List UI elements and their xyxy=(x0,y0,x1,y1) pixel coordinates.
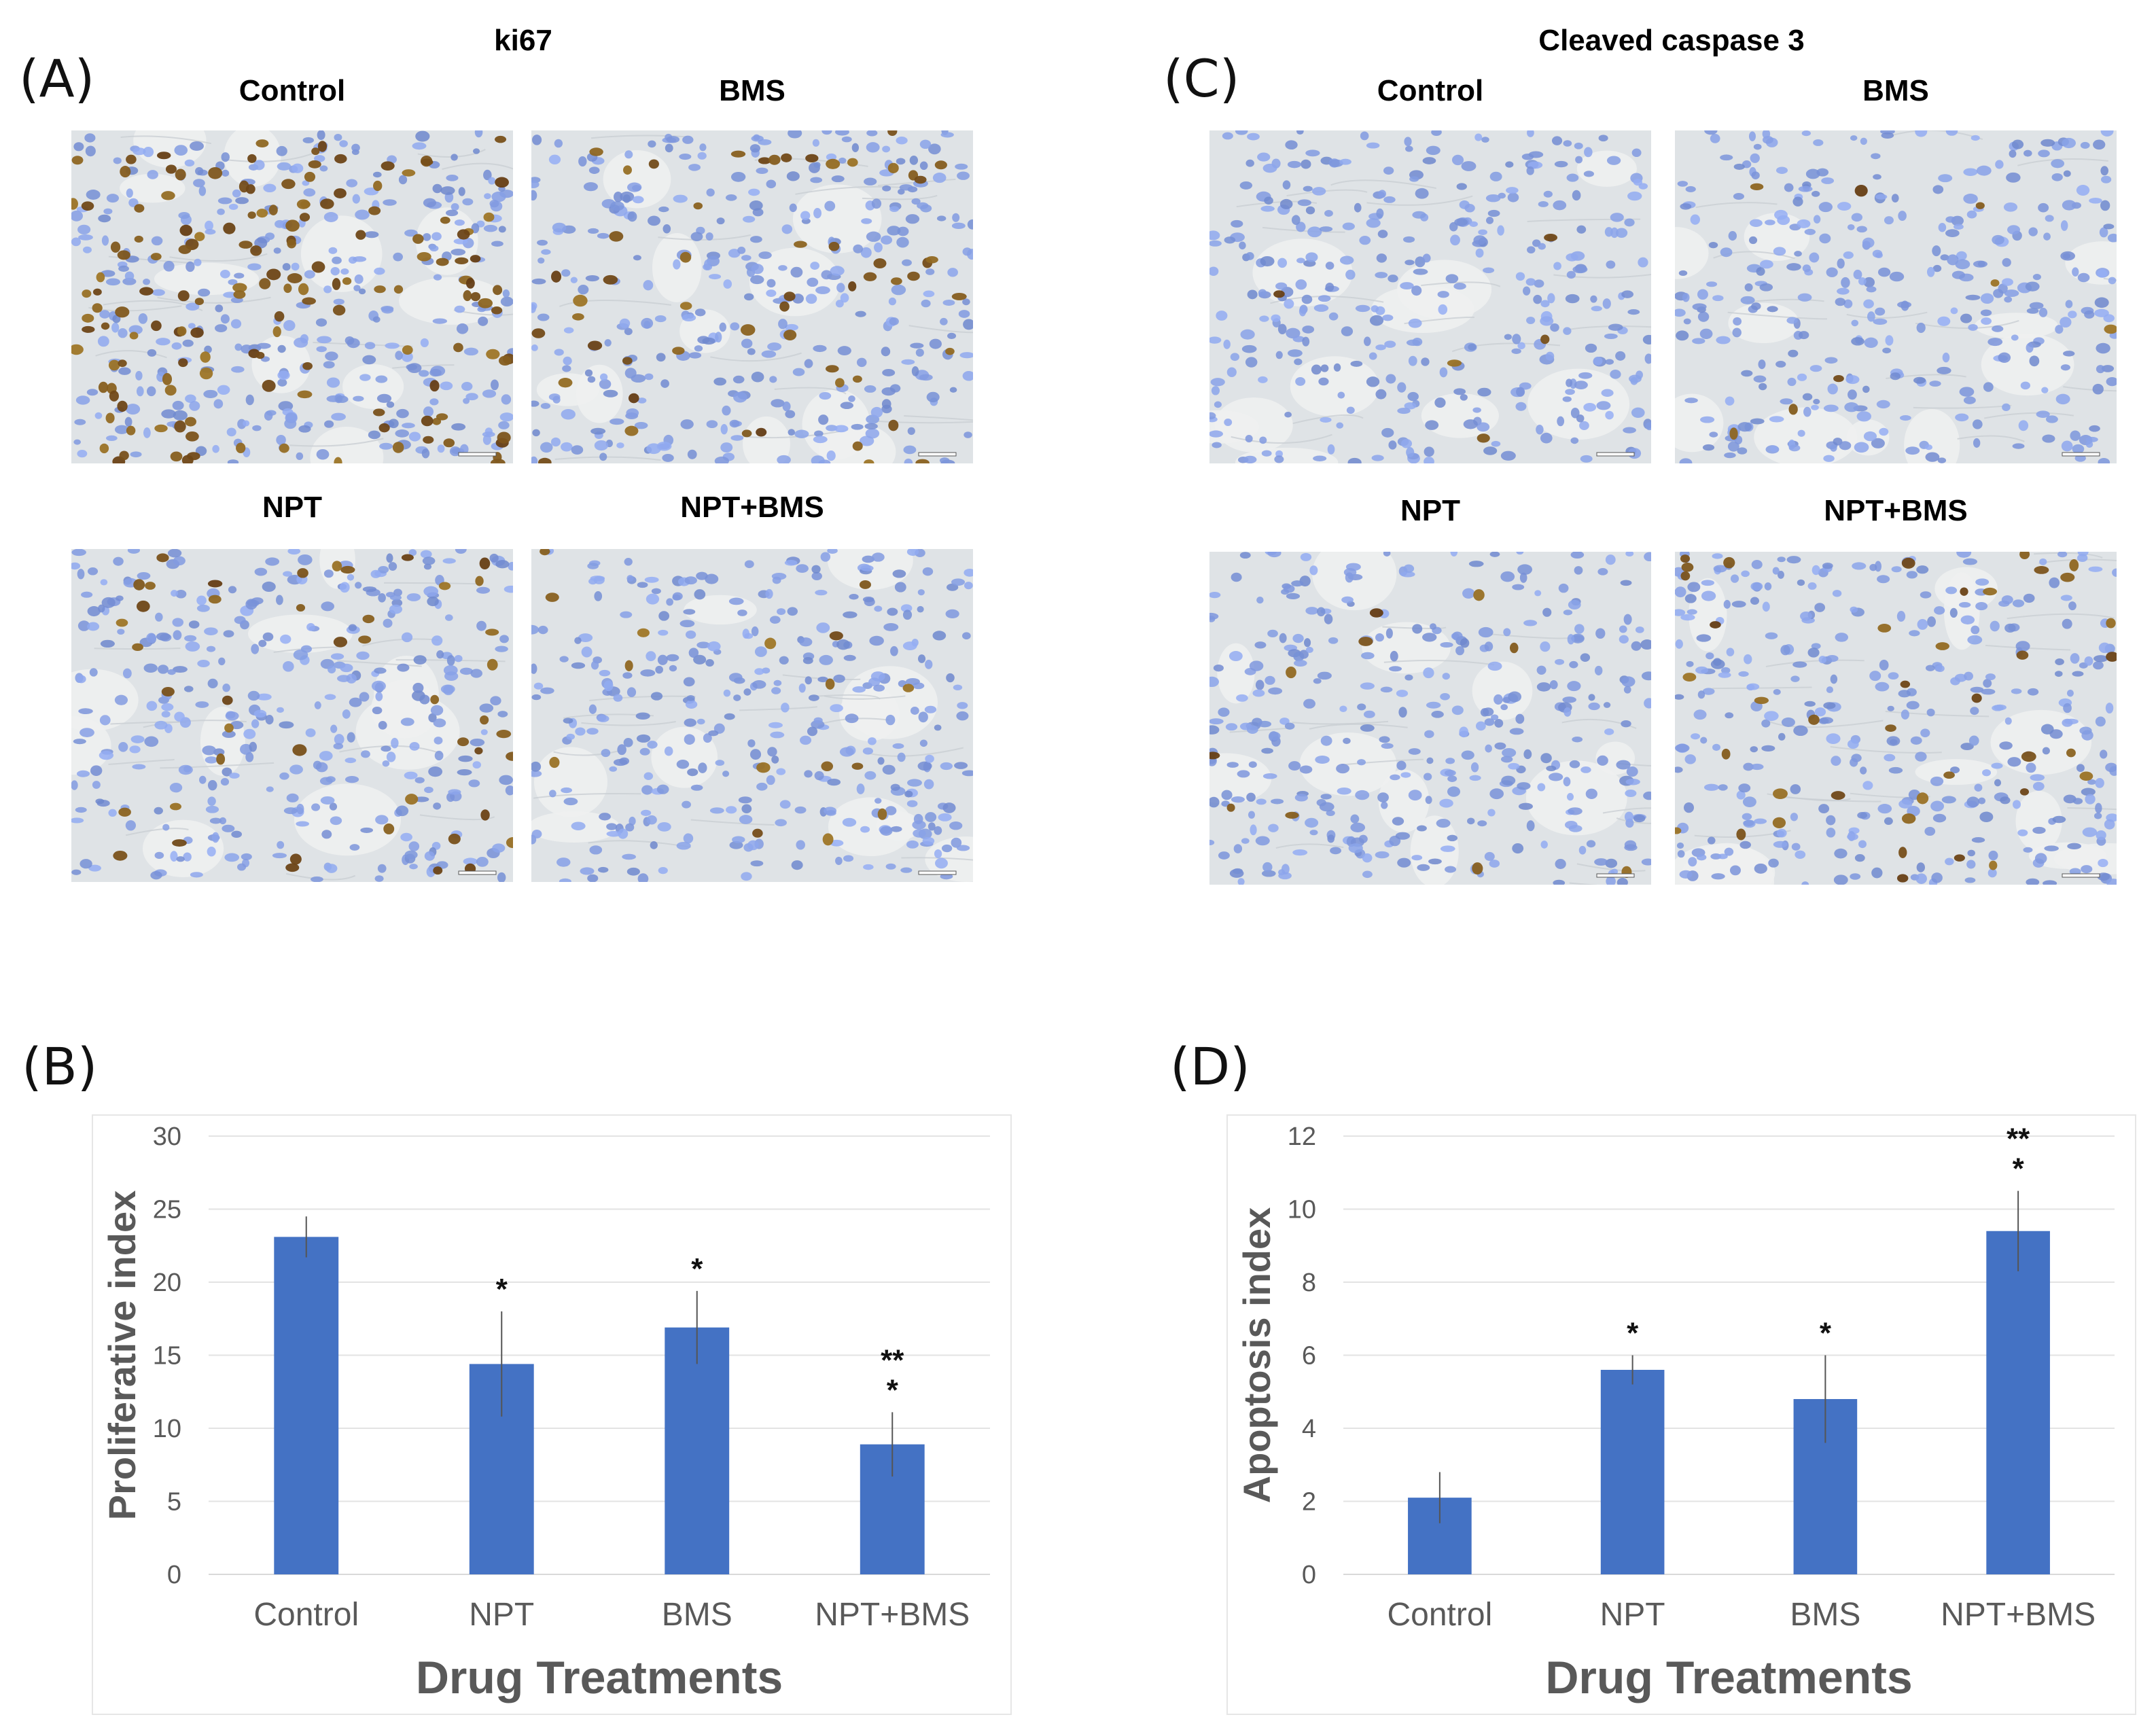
chart-b-significance-mark-3: ** xyxy=(881,1343,904,1377)
micrograph-c-npt xyxy=(1209,552,1651,885)
panel-letter-a: (A) xyxy=(19,48,95,109)
chart-d-significance-mark-1: * xyxy=(1627,1317,1639,1350)
chart-d-frame: 0 2 4 6 8 10 12 Control * NPT * BMS ** * NPT+BMS Drug T… xyxy=(1226,1114,2136,1715)
chart-b-ytick-label: 30 xyxy=(153,1123,181,1151)
micrograph-a-npt-bms xyxy=(531,549,973,882)
panel-c-label-npt: NPT xyxy=(1400,494,1460,527)
chart-b-category-label-0: Control xyxy=(253,1597,359,1633)
chart-d-ytick-label: 0 xyxy=(1302,1561,1316,1589)
chart-b-significance-mark-2: * xyxy=(691,1252,703,1286)
micrograph-a-control xyxy=(71,130,513,463)
chart-b-ytick-label: 0 xyxy=(167,1561,181,1589)
chart-b-ytick-label: 20 xyxy=(153,1269,181,1297)
chart-d-category-label-3: NPT+BMS xyxy=(1941,1597,2096,1633)
chart-b-frame: 0 5 10 15 20 25 30 Control * NPT * BMS ** * NPT+BMS Dru… xyxy=(92,1114,1012,1715)
chart-d-ytick-label: 8 xyxy=(1302,1269,1316,1297)
chart-d-bar-1 xyxy=(1600,1370,1665,1574)
chart-d-y-axis-title: Apoptosis index xyxy=(1235,1207,1278,1504)
chart-d-bar-3 xyxy=(1986,1231,2050,1574)
micrograph-c-bms xyxy=(1675,130,2117,463)
chart-d-ytick-label: 4 xyxy=(1302,1415,1316,1443)
panel-letter-c: (C) xyxy=(1163,48,1240,109)
panel-c-label-bms: BMS xyxy=(1862,74,1929,107)
panel-a-label-control: Control xyxy=(238,74,346,107)
chart-d-category-label-2: BMS xyxy=(1790,1597,1860,1633)
chart-d-x-axis-title: Drug Treatments xyxy=(1545,1652,1912,1703)
micrograph-a-npt xyxy=(71,549,513,882)
chart-b-bar-0 xyxy=(274,1237,339,1574)
chart-d-ytick-label: 12 xyxy=(1288,1123,1316,1151)
micrograph-c-control xyxy=(1209,130,1651,463)
chart-b-category-label-2: BMS xyxy=(662,1597,732,1633)
chart-b-ytick-label: 5 xyxy=(167,1488,181,1517)
chart-b-ytick-label: 10 xyxy=(153,1415,181,1443)
chart-d-ytick-label: 6 xyxy=(1302,1342,1316,1371)
chart-d-significance-mark-3: * xyxy=(2013,1152,2025,1186)
panel-c-stain-title: Cleaved caspase 3 xyxy=(1538,24,1805,57)
chart-d-ytick-label: 10 xyxy=(1288,1196,1316,1224)
micrograph-c-npt-bms xyxy=(1675,552,2117,885)
chart-b-x-axis-title: Drug Treatments xyxy=(416,1652,783,1703)
panel-c-label-npt-bms: NPT+BMS xyxy=(1824,494,1968,527)
chart-b-category-label-3: NPT+BMS xyxy=(815,1597,970,1633)
chart-b-y-axis-title: Proliferative index xyxy=(101,1190,143,1521)
panel-a-label-npt-bms: NPT+BMS xyxy=(680,491,824,524)
chart-b-ytick-label: 15 xyxy=(153,1342,181,1371)
chart-d-category-label-0: Control xyxy=(1388,1597,1493,1633)
panel-a-stain-title: ki67 xyxy=(494,24,552,57)
chart-b-significance-mark-1: * xyxy=(496,1273,508,1306)
chart-d-significance-mark-3: ** xyxy=(2007,1123,2030,1156)
panel-letter-d: (D) xyxy=(1170,1036,1250,1097)
panel-a-label-bms: BMS xyxy=(719,74,785,107)
panel-c-label-control: Control xyxy=(1377,74,1484,107)
panel-letter-b: (B) xyxy=(22,1036,98,1097)
chart-d-category-label-1: NPT xyxy=(1600,1597,1665,1633)
chart-b-significance-mark-3: * xyxy=(887,1373,899,1407)
chart-b-category-label-1: NPT xyxy=(469,1597,534,1633)
chart-b-bar-2 xyxy=(665,1327,730,1574)
chart-d-significance-mark-2: * xyxy=(1820,1317,1832,1350)
micrograph-a-bms xyxy=(531,130,973,463)
chart-d-ytick-label: 2 xyxy=(1302,1488,1316,1517)
chart-b-ytick-label: 25 xyxy=(153,1196,181,1224)
panel-a-label-npt: NPT xyxy=(262,491,322,524)
proliferative-index-chart: 051015202530Control*NPT*BMS***NPT+BMSDru… xyxy=(101,1123,990,1703)
